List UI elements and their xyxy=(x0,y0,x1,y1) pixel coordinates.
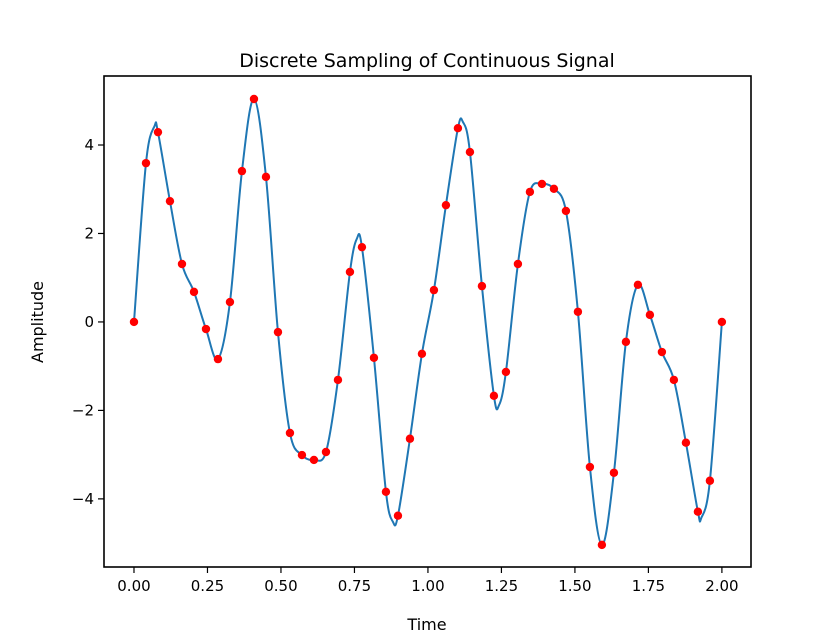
sample-point xyxy=(321,447,331,457)
sample-point xyxy=(669,375,679,385)
sample-point xyxy=(345,267,355,277)
x-tick-label: 0.50 xyxy=(264,577,297,595)
sample-point xyxy=(177,259,187,269)
x-axis-label: Time xyxy=(406,615,446,634)
sample-point xyxy=(441,200,451,210)
sample-point xyxy=(417,349,427,358)
sample-point xyxy=(573,307,583,316)
x-tick-label: 1.75 xyxy=(632,577,665,595)
sample-point xyxy=(681,438,691,447)
sample-point xyxy=(561,206,571,216)
sample-point xyxy=(537,179,547,189)
sample-point xyxy=(141,158,151,168)
sample-point xyxy=(273,327,283,337)
y-tick-label: 0 xyxy=(84,313,94,331)
sample-point xyxy=(369,353,379,362)
sample-point xyxy=(513,259,523,269)
sample-point xyxy=(357,242,367,252)
x-tick-label: 2.00 xyxy=(705,577,738,595)
sample-point xyxy=(153,127,163,137)
plot-frame xyxy=(103,75,752,568)
sample-point xyxy=(165,196,175,206)
sample-point xyxy=(525,187,535,197)
sample-point xyxy=(645,310,655,320)
chart-title: Discrete Sampling of Continuous Signal xyxy=(239,50,615,72)
x-tick-label: 1.50 xyxy=(558,577,591,595)
sample-point xyxy=(489,391,499,401)
sample-point xyxy=(393,511,403,520)
sample-point xyxy=(585,462,595,472)
sample-point xyxy=(225,297,235,307)
sample-point xyxy=(705,476,715,485)
sample-point xyxy=(657,347,667,357)
sample-point xyxy=(309,455,319,465)
sample-point xyxy=(453,123,463,133)
sample-point xyxy=(129,317,139,327)
sample-point xyxy=(429,285,439,295)
sample-point xyxy=(201,324,211,334)
x-tick-label: 1.25 xyxy=(485,577,518,595)
sample-point xyxy=(405,434,415,443)
y-tick-label: −2 xyxy=(72,401,94,419)
sample-point xyxy=(381,487,391,497)
x-tick-label: 0.75 xyxy=(338,577,371,595)
sample-point xyxy=(249,94,259,104)
y-tick-label: −4 xyxy=(72,490,94,508)
signal-line xyxy=(132,97,723,546)
sample-point xyxy=(609,468,619,477)
sample-point xyxy=(621,337,631,347)
y-tick-label: 4 xyxy=(84,136,94,154)
x-tick-label: 0.00 xyxy=(117,577,150,595)
sample-point xyxy=(297,450,307,460)
sample-point xyxy=(693,507,703,516)
sample-point xyxy=(285,428,295,438)
y-tick-label: 2 xyxy=(84,224,94,242)
sample-point xyxy=(261,172,271,182)
sample-point xyxy=(477,281,487,291)
sample-point xyxy=(501,367,511,377)
sample-point xyxy=(465,147,475,157)
y-axis-label: Amplitude xyxy=(28,281,47,363)
sample-point xyxy=(333,375,343,385)
sample-point xyxy=(237,166,247,176)
sample-point xyxy=(213,354,223,364)
sample-point xyxy=(717,317,727,327)
x-tick-label: 0.25 xyxy=(191,577,224,595)
sample-point xyxy=(549,184,559,193)
sample-point xyxy=(189,287,199,297)
sample-point xyxy=(633,280,643,289)
sample-point xyxy=(597,540,607,550)
x-tick-label: 1.00 xyxy=(411,577,444,595)
